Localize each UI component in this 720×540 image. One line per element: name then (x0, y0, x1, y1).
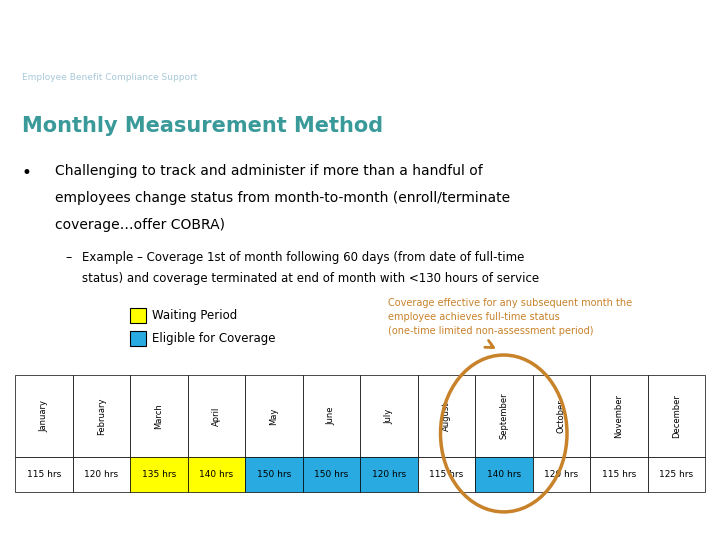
Text: employees change status from month-to-month (enroll/terminate: employees change status from month-to-mo… (55, 191, 510, 205)
Bar (15, 457, 73, 491)
Bar (475, 375, 533, 457)
Text: –: – (65, 252, 71, 265)
Text: 120 hrs: 120 hrs (372, 470, 406, 478)
Text: Challenging to track and administer if more than a handful of: Challenging to track and administer if m… (55, 164, 482, 178)
Text: 120 hrs: 120 hrs (84, 470, 118, 478)
Text: Waiting Period: Waiting Period (152, 309, 238, 322)
Text: 140 hrs: 140 hrs (199, 470, 233, 478)
Bar (533, 375, 590, 457)
Bar (130, 308, 146, 323)
Text: February: February (96, 397, 106, 435)
Text: December: December (672, 394, 680, 438)
Text: March: March (154, 403, 163, 429)
Bar (590, 457, 647, 491)
Bar (130, 331, 146, 346)
Bar (245, 457, 302, 491)
Bar (647, 375, 705, 457)
Bar (130, 375, 187, 457)
Text: 140 hrs: 140 hrs (487, 470, 521, 478)
Bar (302, 375, 360, 457)
Bar (15, 375, 73, 457)
Bar (475, 457, 533, 491)
Bar (418, 457, 475, 491)
Text: October: October (557, 399, 566, 433)
Text: July: July (384, 408, 393, 424)
Text: 150 hrs: 150 hrs (314, 470, 348, 478)
Bar (418, 375, 475, 457)
Text: Coverage effective for any subsequent month the
employee achieves full-time stat: Coverage effective for any subsequent mo… (388, 298, 632, 336)
Text: April: April (212, 406, 221, 426)
Text: September: September (499, 393, 508, 440)
Text: 115 hrs: 115 hrs (429, 470, 464, 478)
Bar (187, 457, 245, 491)
Bar (647, 457, 705, 491)
Text: 135 hrs: 135 hrs (142, 470, 176, 478)
Bar (73, 457, 130, 491)
Bar (360, 457, 418, 491)
Bar (245, 375, 302, 457)
Text: 150 hrs: 150 hrs (256, 470, 291, 478)
Text: 125 hrs: 125 hrs (660, 470, 693, 478)
FancyArrowPatch shape (485, 340, 493, 348)
Bar (360, 375, 418, 457)
Text: Benefit Comply: Benefit Comply (22, 26, 238, 50)
Text: January: January (40, 400, 48, 432)
Text: Eligible for Coverage: Eligible for Coverage (152, 332, 276, 345)
Text: November: November (614, 394, 624, 438)
Text: June: June (327, 407, 336, 426)
Bar (73, 375, 130, 457)
Text: 115 hrs: 115 hrs (27, 470, 61, 478)
Text: status) and coverage terminated at end of month with <130 hours of service: status) and coverage terminated at end o… (82, 272, 539, 285)
Bar (187, 375, 245, 457)
Text: 120 hrs: 120 hrs (544, 470, 578, 478)
Bar (533, 457, 590, 491)
Text: August: August (442, 401, 451, 431)
Text: May: May (269, 407, 278, 425)
Text: Monthly Measurement Method: Monthly Measurement Method (22, 116, 383, 136)
Text: Example – Coverage 1st of month following 60 days (from date of full-time: Example – Coverage 1st of month followin… (82, 252, 524, 265)
Text: 115 hrs: 115 hrs (602, 470, 636, 478)
Bar (590, 375, 647, 457)
Text: •: • (22, 164, 32, 182)
Text: Employee Benefit Compliance Support: Employee Benefit Compliance Support (22, 73, 197, 82)
Bar (130, 457, 187, 491)
Text: coverage…offer COBRA): coverage…offer COBRA) (55, 219, 225, 232)
Bar (302, 457, 360, 491)
